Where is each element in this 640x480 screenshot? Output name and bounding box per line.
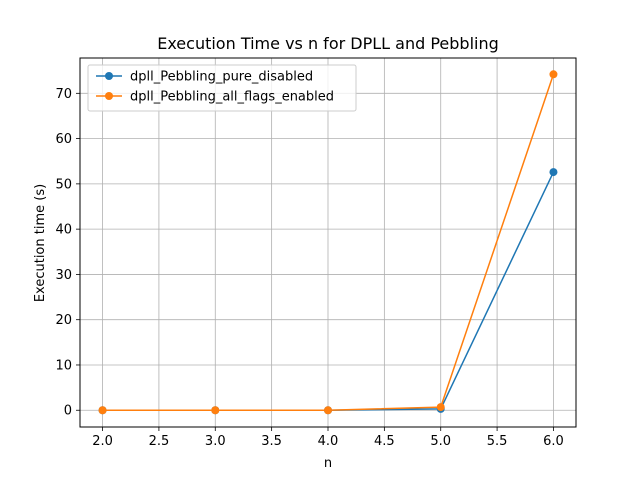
- data-point: [549, 168, 558, 177]
- legend-swatch-marker: [105, 92, 113, 100]
- y-tick-label: 60: [55, 132, 72, 147]
- x-tick-label: 2.5: [149, 434, 170, 449]
- data-point: [98, 406, 107, 415]
- y-tick-label: 20: [55, 313, 72, 328]
- y-axis-label: Execution time (s): [33, 184, 48, 302]
- x-tick-label: 5.5: [487, 434, 508, 449]
- x-tick-label: 3.0: [205, 434, 226, 449]
- y-tick-label: 40: [55, 223, 72, 238]
- y-tick-label: 30: [55, 268, 72, 283]
- data-point: [324, 406, 332, 415]
- y-axis: 0 10 20 30 40 50 60 70: [55, 87, 80, 419]
- x-tick-label: 3.5: [261, 434, 282, 449]
- series-dpll_Pebbling_all_flags_enabled: [98, 70, 558, 415]
- x-tick-label: 2.0: [92, 434, 113, 449]
- data-point: [211, 406, 220, 415]
- legend-swatch-marker: [105, 72, 113, 80]
- y-tick-label: 50: [55, 177, 72, 192]
- legend-label: dpll_Pebbling_pure_disabled: [130, 70, 313, 85]
- data-point: [436, 403, 445, 412]
- x-tick-label: 4.0: [318, 434, 339, 449]
- x-axis-label: n: [324, 456, 332, 471]
- series-layer: [98, 70, 558, 415]
- x-tick-label: 5.0: [430, 434, 451, 449]
- x-tick-label: 6.0: [543, 434, 564, 449]
- x-axis: 2.0 2.5 3.0 3.5 4.0 4.5 5.0 5.5 6.0: [92, 427, 564, 449]
- legend-label: dpll_Pebbling_all_flags_enabled: [130, 90, 334, 105]
- legend-box: [87, 64, 357, 112]
- legend: dpll_Pebbling_pure_disabled dpll_Pebbling…: [87, 64, 357, 112]
- data-point: [549, 70, 558, 79]
- chart-title: Execution Time vs n for DPLL and Pebblin…: [157, 34, 499, 53]
- y-tick-label: 10: [55, 358, 72, 373]
- y-tick-label: 70: [55, 87, 72, 102]
- y-tick-label: 0: [64, 404, 72, 419]
- x-tick-label: 4.5: [374, 434, 395, 449]
